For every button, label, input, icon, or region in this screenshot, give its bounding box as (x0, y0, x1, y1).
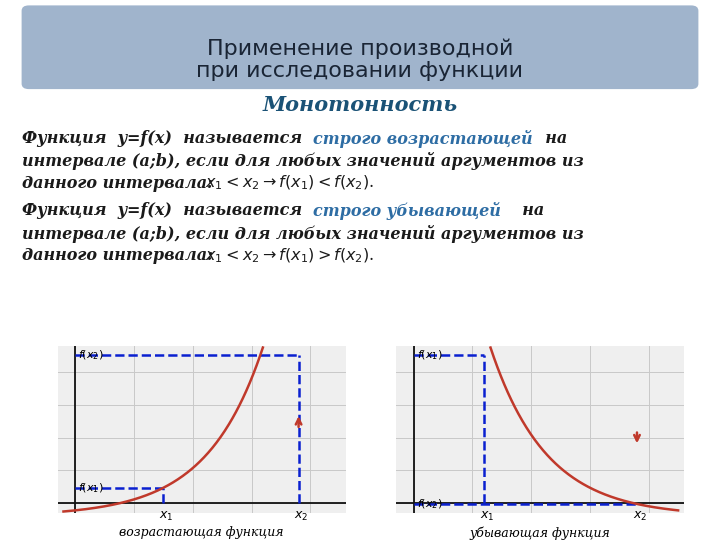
Text: $x_1 < x_2 \rightarrow f(x_1) > f(x_2)$.: $x_1 < x_2 \rightarrow f(x_1) > f(x_2)$. (205, 246, 374, 265)
Text: $f(x_1)$: $f(x_1)$ (78, 481, 104, 495)
Text: Монотонность: Монотонность (262, 95, 458, 116)
Text: убывающая функция: убывающая функция (469, 526, 611, 540)
Text: строго убывающей: строго убывающей (313, 202, 501, 220)
Text: Функция  y=f(x)  называется: Функция y=f(x) называется (22, 130, 307, 146)
Text: на: на (534, 130, 567, 146)
Text: $f(x_2)$: $f(x_2)$ (417, 497, 442, 511)
Text: $f(x_2)$: $f(x_2)$ (78, 349, 104, 362)
Text: $f(x_1)$: $f(x_1)$ (417, 349, 442, 362)
Text: Функция  y=f(x)  называется: Функция y=f(x) называется (22, 202, 307, 219)
Text: данного интервала:: данного интервала: (22, 175, 212, 192)
Text: Применение производной: Применение производной (207, 38, 513, 59)
Text: интервале (a;b), если для любых значений аргументов из: интервале (a;b), если для любых значений… (22, 152, 583, 170)
Text: $x_1$: $x_1$ (159, 510, 174, 523)
Text: интервале (a;b), если для любых значений аргументов из: интервале (a;b), если для любых значений… (22, 225, 583, 242)
Text: $x_1 < x_2 \rightarrow f(x_1) < f(x_2)$.: $x_1 < x_2 \rightarrow f(x_1) < f(x_2)$. (205, 174, 374, 192)
Text: на: на (511, 202, 544, 219)
Text: $x_2$: $x_2$ (633, 510, 647, 523)
Text: при исследовании функции: при исследовании функции (197, 61, 523, 82)
Text: возрастающая функция: возрастающая функция (120, 526, 284, 539)
Text: данного интервала:: данного интервала: (22, 247, 212, 264)
Text: $x_1$: $x_1$ (480, 510, 495, 523)
Text: строго возрастающей: строго возрастающей (313, 130, 533, 147)
Text: $x_2$: $x_2$ (294, 510, 309, 523)
